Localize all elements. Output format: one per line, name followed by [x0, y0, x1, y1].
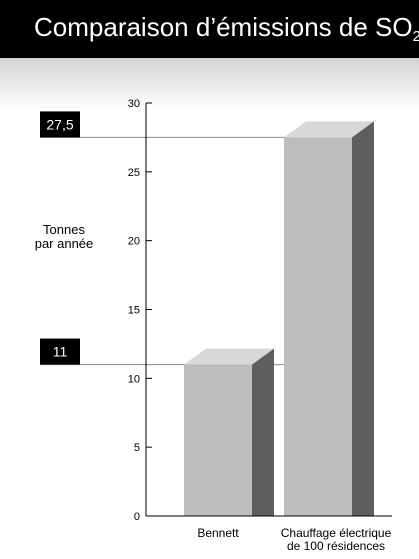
chart-title: Comparaison d’émissions de SO2: [34, 12, 419, 45]
value-callout-box: [40, 111, 80, 138]
bar: [184, 364, 252, 516]
x-category-label: Bennett: [197, 526, 239, 540]
bar-top-face: [284, 121, 374, 138]
y-tick-label: 20: [128, 236, 140, 248]
value-callout-label: 11: [53, 344, 68, 360]
chart-header: Comparaison d’émissions de SO2: [0, 0, 419, 58]
chart-title-text: Comparaison d’émissions de SO: [34, 12, 413, 42]
x-category-label: Chauffage électrique: [281, 526, 392, 540]
y-tick-label: 5: [134, 442, 140, 454]
value-callout-box: [40, 338, 80, 365]
bar-top-face: [184, 348, 274, 365]
y-axis-label: Tonnes: [43, 222, 85, 237]
y-tick-label: 25: [128, 167, 140, 179]
y-axis-label: par année: [35, 236, 94, 251]
y-tick-label: 0: [134, 511, 140, 523]
bar: [284, 137, 352, 516]
x-category-label: de 100 résidences: [287, 539, 385, 553]
y-tick-label: 15: [128, 305, 140, 317]
bar-side-face: [252, 348, 274, 516]
bar-side-face: [352, 121, 374, 517]
value-callout-label: 27,5: [46, 116, 73, 132]
y-tick-label: 30: [128, 98, 140, 110]
chart-title-subscript: 2: [412, 28, 419, 45]
header-gradient-band: [0, 58, 419, 108]
y-tick-label: 10: [128, 373, 140, 385]
